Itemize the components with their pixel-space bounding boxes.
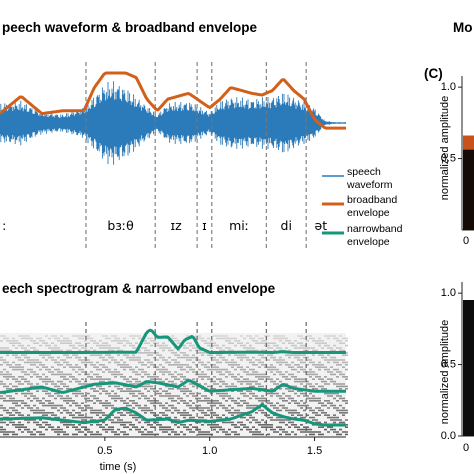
x-tick-label-1.5: 1.5 [307, 445, 322, 457]
panel-c-top-x-tick-label-0: 0 [463, 235, 469, 247]
phoneme-labels: : bɜːθ ɪz ɪ miː di ət [2, 218, 327, 233]
panel-c-bottom-y-tick-label-0.0: 0.0 [441, 430, 456, 442]
phoneme-label-6: ət [315, 218, 328, 233]
spectrogram-panel: 0.5 1.0 1.5 time (s) [0, 322, 348, 473]
legend-label-narrowband-line2: envelope [347, 236, 390, 248]
phoneme-label-1: bɜːθ [107, 218, 133, 233]
panel-c-top-bar-cap [463, 135, 474, 150]
legend-label-speech-line2: waveform [346, 179, 393, 191]
waveform-panel: : bɜːθ ɪz ɪ miː di ət [0, 62, 347, 248]
broadband-envelope-line [0, 71, 346, 130]
x-tick-label-1.0: 1.0 [202, 445, 217, 457]
panel-c-bottom: normalized amplitude 0.0 0.5 1.0 0 [439, 282, 474, 454]
legend-label-broadband-line1: broadband [347, 194, 397, 206]
phoneme-label-3: ɪ [202, 218, 207, 233]
narrowband-envelope-line-2 [0, 403, 346, 427]
phoneme-label-0: : [2, 218, 6, 233]
legend-label-speech-line1: speech [347, 166, 381, 178]
phoneme-label-5: di [281, 218, 292, 233]
x-tick-label-0.5: 0.5 [97, 445, 112, 457]
panel-c-label: (C) [424, 66, 443, 81]
panel-c-top-y-label: normalized amplitude [439, 96, 451, 201]
panel-c-top: (C) normalized amplitude 0.5 1.0 0 [424, 66, 474, 247]
panel-c-bottom-y-tick-label-0.5: 0.5 [441, 358, 456, 370]
narrowband-envelope-line-0 [0, 328, 346, 354]
speech-waveform-trace [0, 81, 347, 165]
bottom-panel-title: eech spectrogram & narrowband envelope [2, 281, 276, 296]
legend-label-narrowband-line1: narrowband [347, 223, 403, 235]
bottom-phoneme-boundaries [85, 322, 307, 436]
panel-c-top-y-tick-label-1.0: 1.0 [441, 81, 456, 93]
panel-c-top-bar [463, 135, 474, 230]
panel-c-bottom-y-tick-label-1.0: 1.0 [441, 287, 456, 299]
legend: speech waveform broadband envelope narro… [322, 166, 403, 248]
top-panel-title: peech waveform & broadband envelope [2, 20, 258, 35]
legend-label-broadband-line2: envelope [347, 207, 390, 219]
phoneme-label-4: miː [229, 218, 249, 233]
panel-c-bottom-x-tick-label-0: 0 [463, 442, 469, 454]
right-panel-title: Mo [453, 20, 473, 35]
panel-c-top-y-tick-label-0.5: 0.5 [441, 152, 456, 164]
bottom-x-axis-ticks: 0.5 1.0 1.5 [97, 437, 322, 457]
panel-c-bottom-image [463, 300, 474, 436]
x-axis-label: time (s) [100, 461, 137, 473]
speech-waveform-series [0, 81, 347, 165]
panel-c-bottom-y-label: normalized amplitude [439, 320, 451, 425]
narrowband-envelope-lines [0, 328, 346, 427]
narrowband-envelope-line-1 [0, 379, 346, 395]
phoneme-label-2: ɪz [171, 218, 183, 233]
